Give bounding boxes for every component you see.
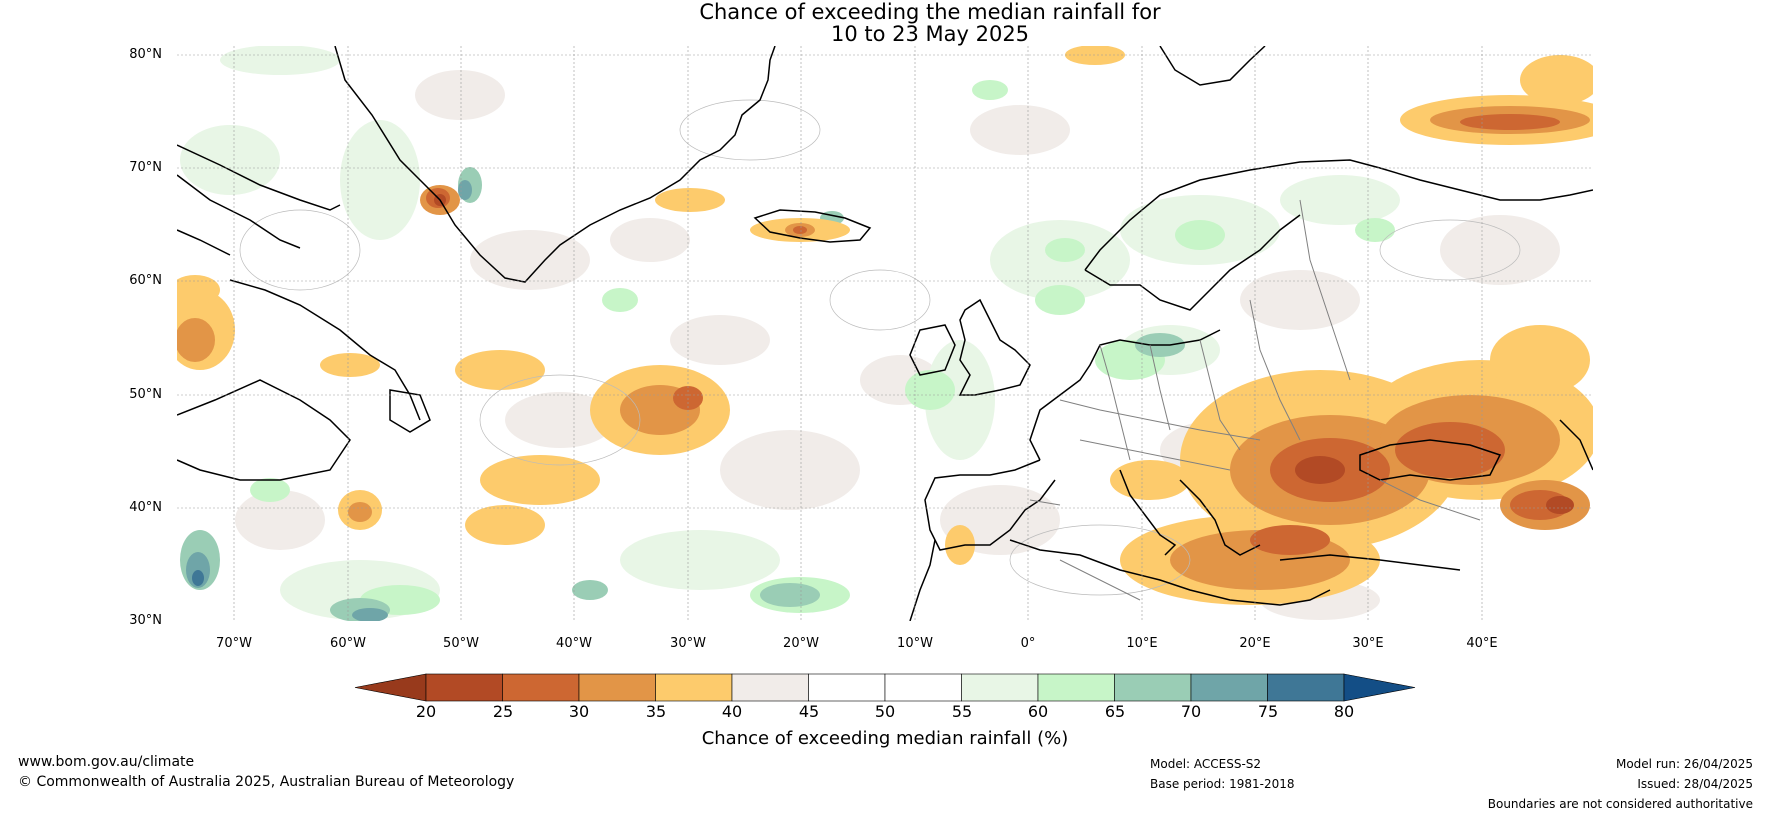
colorbar-segment <box>425 673 503 702</box>
lon-label-30w: 30°W <box>670 636 706 651</box>
colorbar-tick: 50 <box>874 702 896 721</box>
lat-label-30n: 30°N <box>129 613 162 628</box>
lon-label-50w: 50°W <box>443 636 479 651</box>
colorbar-segment <box>731 673 809 702</box>
colorbar <box>354 673 1416 702</box>
colorbar-segment <box>655 673 733 702</box>
colorbar-segment <box>1267 673 1345 702</box>
boundaries-disclaimer: Boundaries are not considered authoritat… <box>1487 797 1753 811</box>
colorbar-segment <box>1114 673 1192 702</box>
britain-coastline <box>958 298 1031 396</box>
colorbar-segment <box>961 673 1039 702</box>
colorbar-tick: 40 <box>721 702 743 721</box>
europe-coastline <box>1029 329 1221 461</box>
coastline-layer <box>177 46 1593 621</box>
italy-coastline <box>1119 469 1177 556</box>
lon-label-40w: 40°W <box>556 636 592 651</box>
colorbar-extend-low <box>354 673 427 702</box>
lon-label-60w: 60°W <box>330 636 366 651</box>
colorbar-segment <box>808 673 886 702</box>
colorbar-segment <box>884 673 962 702</box>
colorbar-label: Chance of exceeding median rainfall (%) <box>701 728 1069 749</box>
colorbar-tick: 70 <box>1180 702 1202 721</box>
lon-label-10e: 10°E <box>1126 636 1158 651</box>
rainfall-shading-layer <box>177 46 1593 621</box>
model-name: Model: ACCESS-S2 <box>1150 757 1262 771</box>
base-period: Base period: 1981-2018 <box>1150 777 1295 791</box>
colorbar-extend-high <box>1343 673 1416 702</box>
colorbar-tick: 30 <box>568 702 590 721</box>
colorbar-tick: 65 <box>1104 702 1126 721</box>
baffin-coastline <box>177 144 341 211</box>
country-borders <box>1029 199 1481 601</box>
lon-label-40e: 40°E <box>1466 636 1498 651</box>
colorbar-segment <box>578 673 656 702</box>
lat-label-40n: 40°N <box>129 500 162 515</box>
graticule <box>177 46 1593 621</box>
bom-website-link[interactable]: www.bom.gov.au/climate <box>18 754 195 770</box>
colorbar-segment <box>1037 673 1115 702</box>
model-run-date: Model run: 26/04/2025 <box>1615 757 1753 771</box>
greenland-coastline <box>334 46 776 283</box>
chart-title-line1: Chance of exceeding the median rainfall … <box>699 0 1161 24</box>
colorbar-segment <box>502 673 580 702</box>
colorbar-tick: 45 <box>798 702 820 721</box>
iceland-coastline <box>753 209 872 243</box>
ireland-coastline <box>909 324 956 376</box>
lon-label-20w: 20°W <box>783 636 819 651</box>
canada-coastline <box>229 279 421 421</box>
issued-date: Issued: 28/04/2025 <box>1637 777 1753 791</box>
copyright-text: © Commonwealth of Australia 2025, Austra… <box>18 774 515 790</box>
lat-label-50n: 50°N <box>129 387 162 402</box>
lon-label-0: 0° <box>1020 636 1036 651</box>
lon-label-70w: 70°W <box>216 636 252 651</box>
africa-coastline <box>909 539 936 621</box>
colorbar-tick: 55 <box>951 702 973 721</box>
colorbar-segment <box>1190 673 1268 702</box>
colorbar-tick: 20 <box>415 702 437 721</box>
colorbar-tick: 60 <box>1027 702 1049 721</box>
lat-label-70n: 70°N <box>129 160 162 175</box>
lat-label-80n: 80°N <box>129 47 162 62</box>
lon-label-20e: 20°E <box>1239 636 1271 651</box>
black-sea-coastline <box>1359 439 1502 481</box>
lon-label-10w: 10°W <box>897 636 933 651</box>
colorbar-tick: 75 <box>1257 702 1279 721</box>
colorbar-tick: 80 <box>1333 702 1355 721</box>
lat-label-60n: 60°N <box>129 273 162 288</box>
lon-label-30e: 30°E <box>1352 636 1384 651</box>
colorbar-tick: 35 <box>645 702 667 721</box>
colorbar-tick: 25 <box>492 702 514 721</box>
scandinavia-coastline <box>1084 159 1381 271</box>
chart-title-line2: 10 to 23 May 2025 <box>830 22 1030 46</box>
